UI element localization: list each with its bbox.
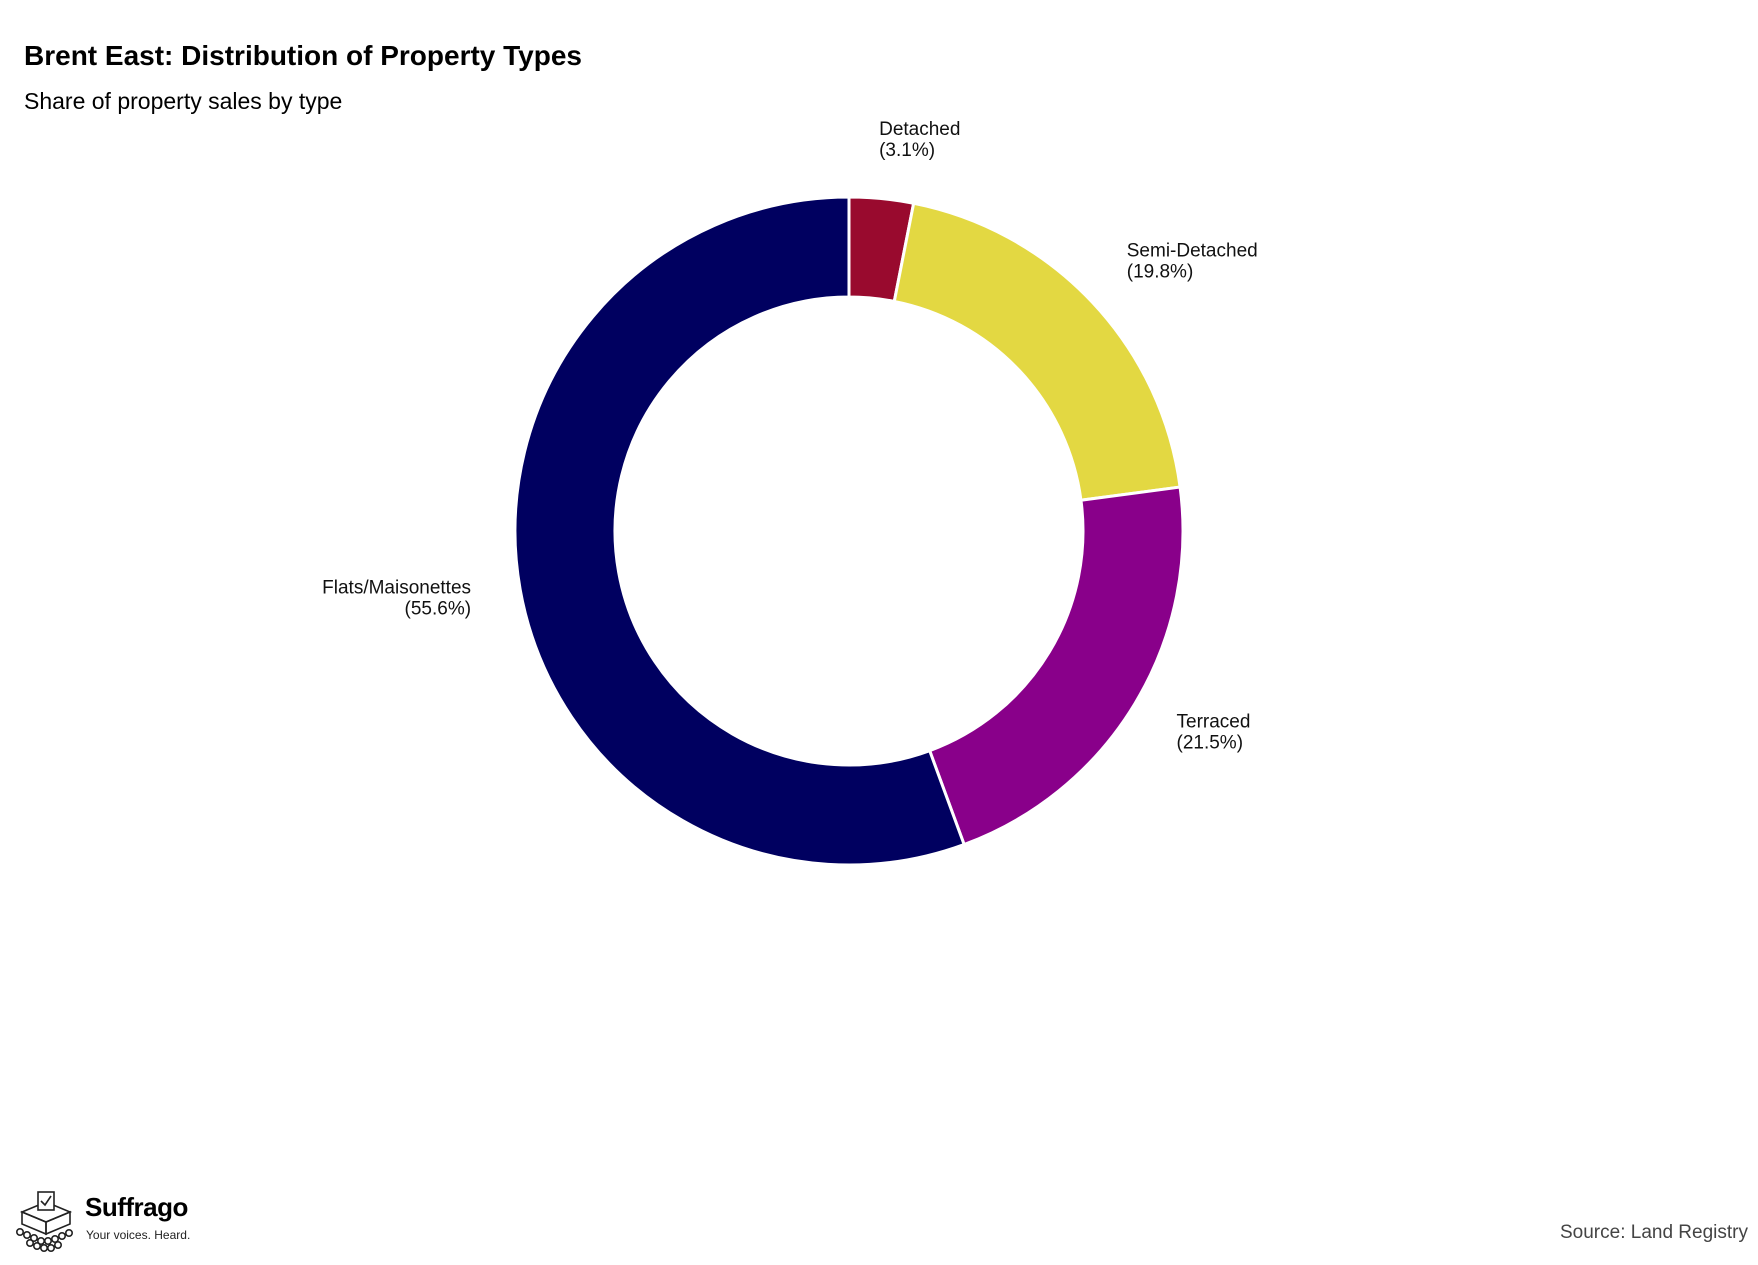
chart-title: Brent East: Distribution of Property Typ…: [24, 40, 582, 71]
slice-label-detached: Detached (3.1%): [879, 119, 960, 161]
brand-tagline: Your voices. Heard.: [86, 1228, 191, 1242]
slice-flats-maisonettes: [513, 195, 967, 867]
brand-name: Suffrago: [85, 1192, 188, 1222]
chart-subtitle: Share of property sales by type: [24, 88, 343, 114]
suffrago-logo: Suffrago Your voices. Heard.: [14, 1190, 224, 1252]
donut-labels: Detached (3.1%) Semi-Detached (19.8%) Terrac…: [322, 119, 1258, 754]
donut-slices: [513, 195, 1185, 867]
slice-terraced: [927, 485, 1185, 847]
slice-semi-detached: [892, 201, 1182, 502]
slice-label-semi-detached: Semi-Detached (19.8%): [1127, 241, 1258, 283]
source-note: Source: Land Registry: [1560, 1222, 1748, 1243]
slice-label-terraced: Terraced (21.5%): [1177, 712, 1251, 754]
slice-label-flats-maisonettes: Flats/Maisonettes (55.6%): [322, 578, 471, 620]
ballot-box-icon: [15, 1191, 73, 1252]
